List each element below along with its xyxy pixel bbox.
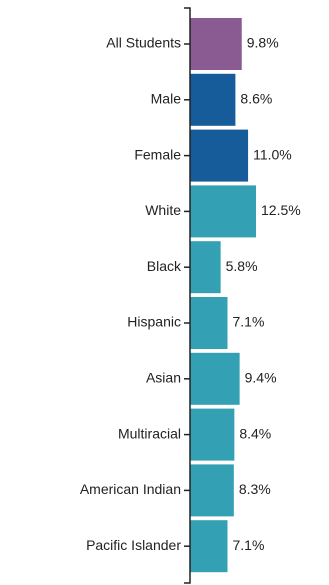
category-label-all-students: All Students: [106, 35, 181, 51]
bar-male: [190, 73, 236, 126]
category-label-black: Black: [147, 258, 182, 274]
category-label-pacific-islander: Pacific Islander: [86, 537, 181, 553]
bar-black: [190, 241, 221, 294]
value-label-black: 5.8%: [226, 258, 258, 274]
value-label-asian: 9.4%: [245, 370, 277, 386]
value-label-hispanic: 7.1%: [232, 314, 264, 330]
value-label-female: 11.0%: [253, 146, 292, 162]
value-label-pacific-islander: 7.1%: [232, 537, 264, 553]
bar-all-students: [190, 18, 242, 70]
axis-line: [184, 7, 191, 584]
category-label-hispanic: Hispanic: [127, 314, 181, 330]
category-label-white: White: [145, 202, 181, 218]
category-label-female: Female: [134, 146, 181, 162]
bar-pacific-islander: [190, 520, 228, 573]
category-label-male: Male: [151, 91, 182, 107]
category-label-american-indian: American Indian: [80, 481, 181, 497]
bar-asian: [190, 352, 240, 405]
bar-hispanic: [190, 297, 228, 349]
bar-american-indian: [190, 464, 234, 517]
value-label-all-students: 9.8%: [247, 35, 279, 51]
category-label-multiracial: Multiracial: [118, 425, 181, 441]
value-label-white: 12.5%: [261, 202, 301, 218]
bar-white: [190, 185, 256, 238]
labels-layer: All Students 9.8% Male 8.6% Female 11.0% White…: [80, 35, 301, 553]
bars-layer: [190, 18, 256, 573]
category-label-asian: Asian: [146, 370, 181, 386]
category-axis: [184, 7, 191, 584]
value-label-male: 8.6%: [240, 91, 272, 107]
bar-multiracial: [190, 408, 235, 461]
bar-female: [190, 129, 249, 182]
value-label-american-indian: 8.3%: [239, 481, 271, 497]
value-label-multiracial: 8.4%: [239, 425, 271, 441]
